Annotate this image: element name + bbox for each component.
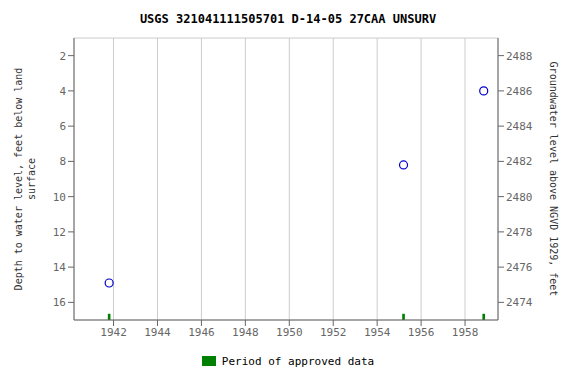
svg-text:2482: 2482	[506, 155, 533, 168]
svg-text:1946: 1946	[188, 326, 215, 339]
svg-text:Depth to water level, feet bel: Depth to water level, feet below landsur…	[13, 68, 37, 291]
svg-text:2474: 2474	[506, 296, 533, 309]
svg-text:2488: 2488	[506, 50, 533, 63]
svg-text:1942: 1942	[100, 326, 127, 339]
svg-text:2484: 2484	[506, 120, 533, 133]
svg-text:1948: 1948	[232, 326, 259, 339]
svg-text:1958: 1958	[452, 326, 479, 339]
html-text:Period of approved data: Period of approved data	[221, 354, 375, 368]
svg-text:12: 12	[53, 226, 66, 239]
svg-text:6: 6	[59, 120, 66, 133]
svg-text:2476: 2476	[506, 261, 533, 274]
svg-text:2480: 2480	[506, 191, 533, 204]
svg-text:1944: 1944	[144, 326, 171, 339]
svg-text:4: 4	[59, 85, 66, 98]
svg-text:1952: 1952	[320, 326, 347, 339]
html-text:USGS 321041111505701 D-14-05 2: USGS 321041111505701 D-14-05 27CAA UNSUR…	[139, 12, 437, 26]
svg-text:1954: 1954	[364, 326, 391, 339]
svg-text:8: 8	[59, 155, 66, 168]
svg-text:1956: 1956	[408, 326, 435, 339]
svg-text:10: 10	[53, 191, 66, 204]
svg-text:1950: 1950	[276, 326, 303, 339]
svg-text:2486: 2486	[506, 85, 533, 98]
svg-text:2: 2	[59, 50, 66, 63]
svg-text:16: 16	[53, 296, 66, 309]
svg-text:14: 14	[53, 261, 67, 274]
svg-text:Groundwater level above NGVD 1: Groundwater level above NGVD 1929, feet	[548, 62, 559, 297]
svg-text:2478: 2478	[506, 226, 533, 239]
